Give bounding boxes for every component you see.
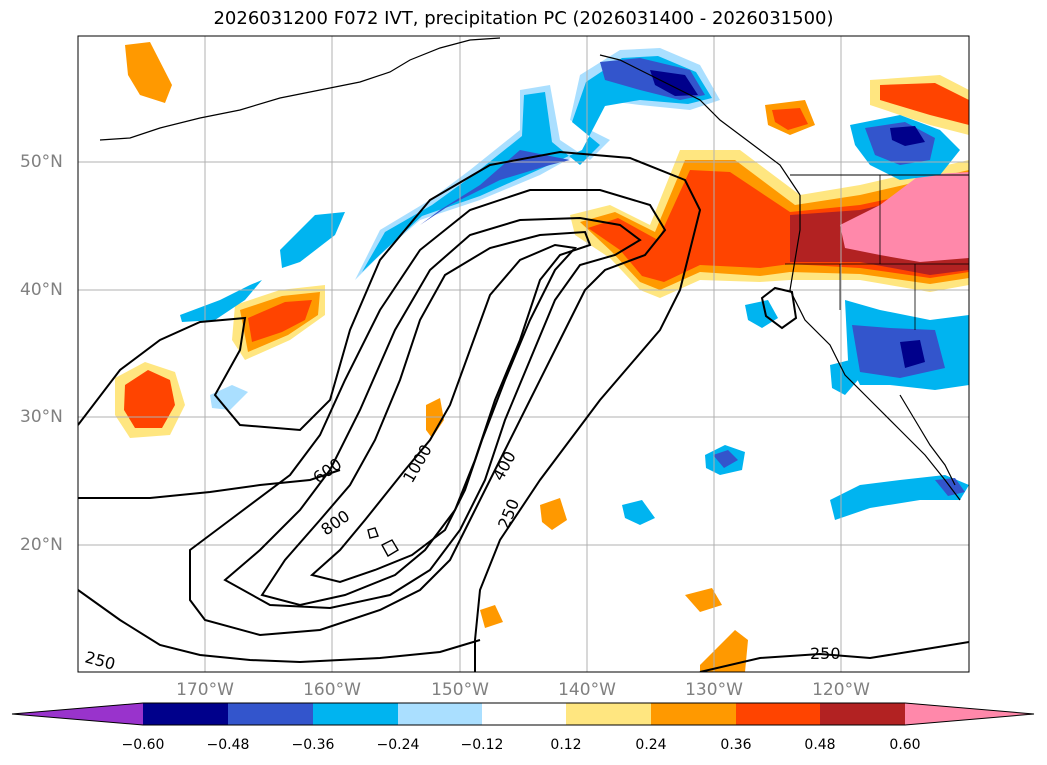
gridlines [78, 36, 969, 672]
figure-title: 2026031200 F072 IVT, precipitation PC (2… [213, 8, 834, 29]
lon-label-160w: 160°W [303, 680, 361, 700]
coastlines [99, 37, 969, 557]
ivt-contour-400 [189, 189, 667, 637]
lon-label-130w: 130°W [685, 680, 743, 700]
precip-positive-ne-inner [880, 83, 969, 125]
precip-negative-navy-north [650, 70, 698, 96]
precip-negative-blue [400, 150, 570, 240]
precip-negative-west3 [210, 385, 248, 410]
precip-negative-west1 [280, 212, 345, 268]
contour-label-250-se: 250 [810, 644, 841, 663]
ivt-contour-small-north [760, 286, 798, 330]
lon-label-170w: 170°W [176, 680, 234, 700]
precip-positive-pink [840, 172, 969, 262]
colorbar-tick-1: −0.60 [121, 737, 165, 753]
colorbar-segment-3 [313, 703, 398, 725]
ivt-contour-600 [223, 216, 642, 610]
lat-label-20n: 20°N [20, 535, 63, 555]
alaska-coast [99, 37, 501, 141]
precip-negative-sub4 [745, 300, 778, 328]
ivt-contour-250-outer [78, 150, 702, 672]
precip-negative-sub3 [830, 475, 969, 520]
ivt-contour-1000 [309, 243, 577, 584]
precip-negative-ca-navy [900, 340, 925, 368]
precip-positive-sub1 [540, 498, 567, 530]
colorbar-tick-3: −0.36 [291, 737, 335, 753]
colorbar-segment-8 [736, 703, 820, 725]
ivt-contour-250-south [78, 589, 481, 664]
colorbar-extend-min [12, 703, 143, 725]
hawaii [367, 527, 399, 557]
precip-negative-ne-navy [890, 126, 925, 146]
colorbar-outline [11, 702, 1035, 726]
lon-label-120w: 120°W [812, 680, 870, 700]
bc-coast [599, 54, 801, 196]
precip-positive-ne2-inner [772, 108, 808, 130]
map-frame [77, 35, 970, 673]
precip-positive-west2-inner [124, 370, 175, 428]
colorbar-tick-8: 0.36 [720, 737, 752, 753]
precip-anomaly-shading [115, 42, 969, 672]
colorbar-segment-2 [228, 703, 313, 725]
colorbar-segment-7 [651, 703, 736, 725]
precip-negative-sub2 [622, 500, 655, 525]
state-borders [785, 175, 969, 330]
lat-label-40n: 40°N [20, 280, 63, 300]
colorbar-segment-9 [820, 703, 905, 725]
colorbar [11, 702, 1035, 726]
precip-positive-sub2 [426, 398, 444, 438]
ivt-contour-250-lower [78, 469, 341, 499]
us-west-coast [789, 195, 961, 501]
ivt-contour-250-east [699, 641, 969, 672]
ivt-contour-800 [260, 230, 592, 607]
colorbar-segment-1 [143, 703, 228, 725]
precip-positive-west1-red [248, 300, 312, 342]
precip-positive-sub4 [685, 588, 722, 612]
precip-negative-ca-blue [852, 325, 945, 378]
lat-label-50n: 50°N [20, 152, 63, 172]
colorbar-tick-10: 0.60 [889, 737, 921, 753]
colorbar-tick-9: 0.48 [804, 737, 836, 753]
colorbar-tick-4: −0.24 [376, 737, 420, 753]
colorbar-segment-6 [566, 703, 651, 725]
colorbar-tick-2: −0.48 [206, 737, 250, 753]
colorbar-tick-6: 0.12 [550, 737, 582, 753]
precip-negative-sub5 [830, 360, 858, 395]
precip-positive-west3 [125, 42, 172, 103]
colorbar-tick-5: −0.12 [460, 737, 504, 753]
lon-label-150w: 150°W [431, 680, 489, 700]
baja-coast [899, 394, 956, 486]
precip-positive-sub3 [480, 605, 503, 628]
lat-label-30n: 30°N [20, 407, 63, 427]
ivt-contours [78, 150, 969, 672]
colorbar-segment-4 [398, 703, 482, 725]
precip-negative-sub1-inner [713, 450, 738, 468]
lon-label-140w: 140°W [558, 680, 616, 700]
colorbar-segment-5 [482, 703, 566, 725]
colorbar-extend-max [905, 703, 1034, 725]
colorbar-tick-7: 0.24 [635, 737, 667, 753]
precip-positive-sub5 [700, 630, 748, 672]
